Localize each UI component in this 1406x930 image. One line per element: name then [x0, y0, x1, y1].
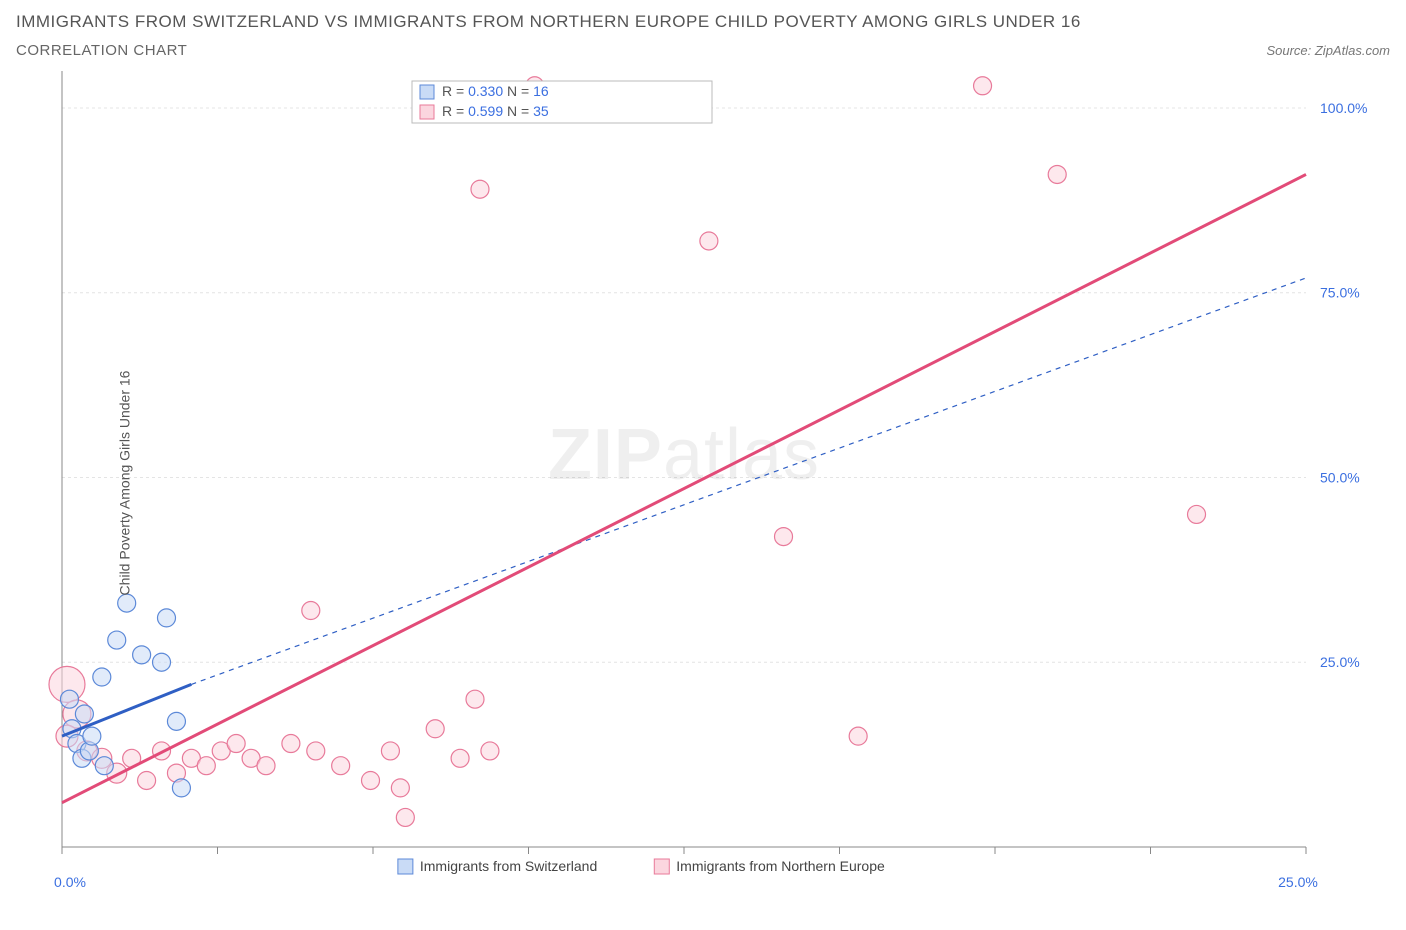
svg-text:100.0%: 100.0%: [1320, 100, 1367, 116]
svg-text:25.0%: 25.0%: [1320, 654, 1360, 670]
svg-text:Immigrants from Switzerland: Immigrants from Switzerland: [420, 858, 597, 874]
svg-text:0.0%: 0.0%: [54, 874, 86, 890]
svg-text:75.0%: 75.0%: [1320, 285, 1360, 301]
chart-title: IMMIGRANTS FROM SWITZERLAND VS IMMIGRANT…: [16, 12, 1390, 32]
svg-text:50.0%: 50.0%: [1320, 469, 1360, 485]
svg-text:R = 0.599 N = 35: R = 0.599 N = 35: [442, 103, 549, 119]
svg-text:Immigrants from Northern Europ: Immigrants from Northern Europe: [676, 858, 885, 874]
y-axis-label: Child Poverty Among Girls Under 16: [116, 371, 132, 596]
svg-text:25.0%: 25.0%: [1278, 874, 1318, 890]
svg-text:R = 0.330 N = 16: R = 0.330 N = 16: [442, 83, 549, 99]
svg-text:ZIPatlas: ZIPatlas: [548, 415, 820, 495]
source-label: Source: ZipAtlas.com: [1266, 43, 1390, 58]
correlation-chart: ZIPatlas 0.0% 25.0% 25.0% 50.0% 75.0% 100.0% R …: [16, 63, 1390, 903]
chart-subtitle: CORRELATION CHART: [16, 42, 187, 59]
chart-container: Child Poverty Among Girls Under 16 ZIPat…: [16, 63, 1390, 903]
